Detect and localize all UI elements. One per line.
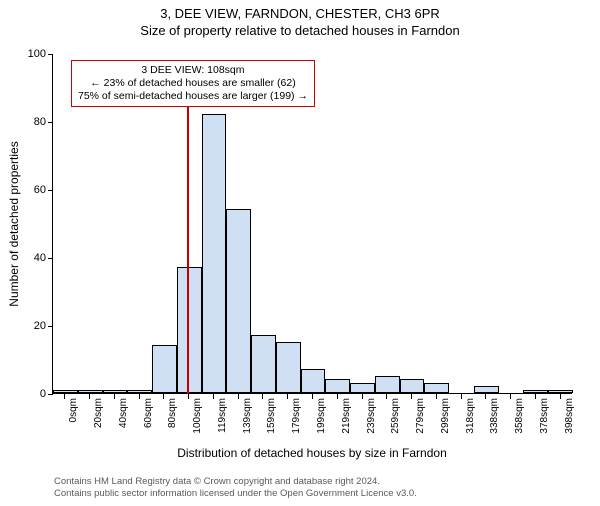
y-tick-label: 0 [18, 388, 46, 400]
histogram-bar [523, 390, 548, 393]
x-tick-label: 179sqm [291, 398, 302, 458]
x-tick-label: 100sqm [192, 398, 203, 458]
y-tick-label: 40 [18, 252, 46, 264]
histogram-bar [350, 383, 375, 393]
x-tick-label: 378sqm [539, 398, 550, 458]
histogram-bar [400, 379, 425, 393]
x-tick-mark [535, 394, 536, 399]
y-tick-mark [48, 258, 53, 259]
annotation-line: 3 DEE VIEW: 108sqm [78, 64, 308, 77]
subject-marker-line [187, 89, 189, 394]
title-block: 3, DEE VIEW, FARNDON, CHESTER, CH3 6PR S… [0, 6, 600, 38]
x-tick-label: 60sqm [143, 398, 154, 458]
attribution-line1: Contains HM Land Registry data © Crown c… [54, 476, 417, 488]
x-tick-label: 159sqm [266, 398, 277, 458]
x-tick-mark [163, 394, 164, 399]
attribution-line2: Contains public sector information licen… [54, 488, 417, 500]
chart-title-main: 3, DEE VIEW, FARNDON, CHESTER, CH3 6PR [0, 6, 600, 21]
x-tick-label: 318sqm [465, 398, 476, 458]
plot-area: 3 DEE VIEW: 108sqm← 23% of detached hous… [52, 54, 572, 394]
attribution-block: Contains HM Land Registry data © Crown c… [54, 476, 417, 500]
x-tick-label: 219sqm [341, 398, 352, 458]
x-tick-mark [436, 394, 437, 399]
histogram-bar [301, 369, 326, 393]
x-tick-label: 338sqm [489, 398, 500, 458]
x-tick-mark [64, 394, 65, 399]
x-tick-label: 80sqm [167, 398, 178, 458]
annotation-line: 75% of semi-detached houses are larger (… [78, 90, 308, 103]
x-tick-label: 119sqm [217, 398, 228, 458]
x-tick-label: 239sqm [366, 398, 377, 458]
histogram-bar [103, 390, 128, 393]
y-tick-label: 100 [18, 48, 46, 60]
x-tick-mark [89, 394, 90, 399]
chart-container: Number of detached properties 3 DEE VIEW… [52, 54, 572, 424]
chart-title-sub: Size of property relative to detached ho… [0, 23, 600, 38]
annotation-box: 3 DEE VIEW: 108sqm← 23% of detached hous… [71, 60, 315, 107]
x-tick-mark [386, 394, 387, 399]
y-tick-mark [48, 190, 53, 191]
x-tick-mark [139, 394, 140, 399]
x-tick-mark [262, 394, 263, 399]
histogram-bar [474, 386, 499, 393]
histogram-bar [325, 379, 350, 393]
histogram-bar [152, 345, 177, 393]
x-tick-label: 398sqm [564, 398, 575, 458]
x-tick-label: 199sqm [316, 398, 327, 458]
y-tick-mark [48, 394, 53, 395]
histogram-bar [78, 390, 103, 393]
x-tick-mark [411, 394, 412, 399]
x-tick-mark [213, 394, 214, 399]
x-tick-mark [312, 394, 313, 399]
x-tick-mark [485, 394, 486, 399]
histogram-bar [127, 390, 152, 393]
y-tick-mark [48, 54, 53, 55]
x-tick-mark [238, 394, 239, 399]
x-tick-label: 40sqm [118, 398, 129, 458]
annotation-line: ← 23% of detached houses are smaller (62… [78, 77, 308, 90]
x-tick-mark [362, 394, 363, 399]
x-tick-label: 20sqm [93, 398, 104, 458]
x-tick-label: 0sqm [68, 398, 79, 458]
x-tick-mark [461, 394, 462, 399]
x-tick-label: 259sqm [390, 398, 401, 458]
y-tick-mark [48, 326, 53, 327]
y-axis-label: Number of detached properties [7, 141, 21, 306]
histogram-bar [226, 209, 251, 393]
x-tick-label: 358sqm [514, 398, 525, 458]
y-tick-label: 20 [18, 320, 46, 332]
x-tick-mark [114, 394, 115, 399]
x-tick-label: 139sqm [242, 398, 253, 458]
histogram-bar [375, 376, 400, 393]
x-tick-mark [287, 394, 288, 399]
y-tick-label: 80 [18, 116, 46, 128]
y-tick-mark [48, 122, 53, 123]
x-tick-mark [188, 394, 189, 399]
x-tick-mark [337, 394, 338, 399]
histogram-bar [202, 114, 227, 393]
x-tick-label: 279sqm [415, 398, 426, 458]
histogram-bar [548, 390, 573, 393]
histogram-bar [53, 390, 78, 393]
y-tick-label: 60 [18, 184, 46, 196]
histogram-bar [251, 335, 276, 393]
x-tick-mark [560, 394, 561, 399]
histogram-bar [276, 342, 301, 393]
histogram-bar [424, 383, 449, 393]
x-tick-mark [510, 394, 511, 399]
x-tick-label: 299sqm [440, 398, 451, 458]
